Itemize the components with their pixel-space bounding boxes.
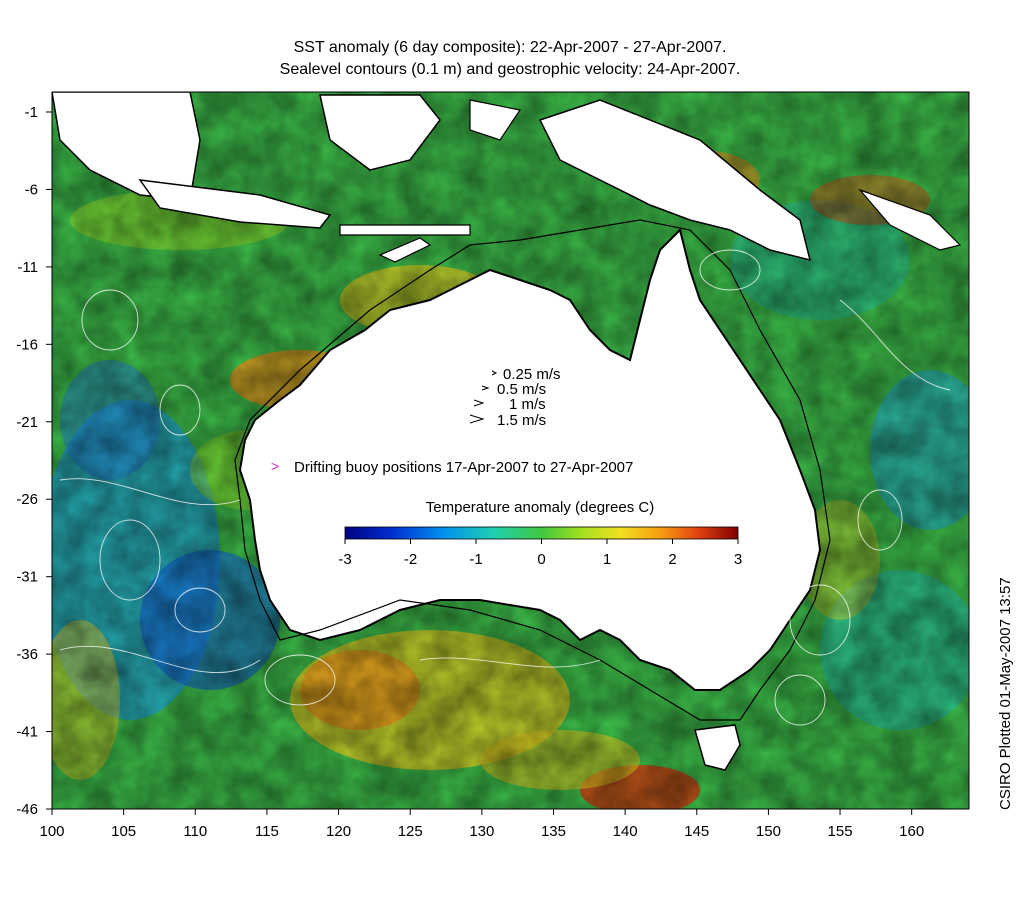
x-tick-label: 125 (398, 823, 423, 840)
x-tick-label: 160 (899, 823, 924, 840)
colorbar: Temperature anomaly (degrees C) -3 -2 -1 0 1… (338, 499, 742, 568)
velocity-scale-legend: 0.25 m/s 0.5 m/s 1 m/s 1.5 m/s (469, 366, 561, 429)
y-tick-label: -36 (16, 646, 38, 663)
velocity-scale-label: 0.25 m/s (503, 366, 561, 383)
plot-frame (51, 91, 970, 810)
x-axis: 100 105 110 115 120 125 130 135 140 145 150 155 160 (39, 809, 924, 840)
sealevel-contours (59, 249, 951, 726)
plot-credit: CSIRO Plotted 01-May-2007 13:57 (997, 577, 1014, 810)
australia-landmass (238, 228, 822, 691)
x-tick-label: 145 (684, 823, 709, 840)
y-tick-label: -46 (16, 801, 38, 818)
shelf-contour (234, 219, 831, 721)
x-tick-label: 100 (39, 823, 64, 840)
sst-field (52, 92, 969, 809)
y-tick-label: -31 (16, 569, 38, 586)
x-tick-label: 155 (828, 823, 853, 840)
map-title-line-2: Sealevel contours (0.1 m) and geostrophi… (279, 61, 741, 78)
y-tick-label: -6 (25, 181, 38, 198)
tasmania-landmass (694, 724, 741, 771)
x-tick-label: 110 (183, 823, 207, 840)
map-title-line-1: SST anomaly (6 day composite): 22-Apr-20… (293, 39, 727, 56)
x-tick-label: 115 (255, 823, 279, 840)
buoy-legend-label: Drifting buoy positions 17-Apr-2007 to 2… (294, 459, 633, 476)
new-guinea-landmass (538, 99, 812, 262)
colorbar-tick-label: 2 (668, 551, 676, 568)
y-tick-label: -1 (25, 104, 38, 121)
x-tick-label: 130 (469, 823, 494, 840)
colorbar-tick-label: 3 (734, 551, 742, 568)
y-tick-label: -21 (16, 414, 38, 431)
buoy-legend: > Drifting buoy positions 17-Apr-2007 to… (271, 458, 633, 476)
velocity-scale-label: 0.5 m/s (497, 381, 546, 398)
x-tick-label: 105 (111, 823, 136, 840)
y-axis: -1 -6 -11 -16 -21 -26 -31 -36 -41 -46 (16, 104, 52, 818)
colorbar-tick-label: -2 (404, 551, 417, 568)
colorbar-tick-label: 0 (537, 551, 545, 568)
velocity-scale-label: 1.5 m/s (497, 412, 546, 429)
x-tick-label: 135 (541, 823, 566, 840)
x-tick-label: 120 (326, 823, 351, 840)
buoy-marker-icon: > (271, 458, 279, 474)
velocity-scale-label: 1 m/s (509, 396, 546, 413)
colorbar-title: Temperature anomaly (degrees C) (426, 499, 654, 516)
y-tick-label: -16 (16, 336, 38, 353)
colorbar-tick-label: -3 (338, 551, 351, 568)
y-tick-label: -11 (17, 259, 38, 276)
x-tick-label: 140 (613, 823, 638, 840)
colorbar-tick-label: 1 (603, 551, 611, 568)
y-tick-label: -41 (16, 724, 38, 741)
x-tick-label: 150 (756, 823, 781, 840)
y-tick-label: -26 (16, 491, 38, 508)
colorbar-tick-label: -1 (469, 551, 482, 568)
